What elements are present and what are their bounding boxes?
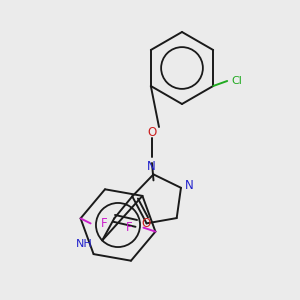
Text: N: N xyxy=(147,160,156,173)
Text: F: F xyxy=(101,217,108,230)
Text: O: O xyxy=(142,217,151,230)
Text: Cl: Cl xyxy=(232,76,243,86)
Text: N: N xyxy=(184,179,193,192)
Text: F: F xyxy=(126,221,133,234)
Text: O: O xyxy=(147,125,157,139)
Text: NH: NH xyxy=(76,239,93,249)
